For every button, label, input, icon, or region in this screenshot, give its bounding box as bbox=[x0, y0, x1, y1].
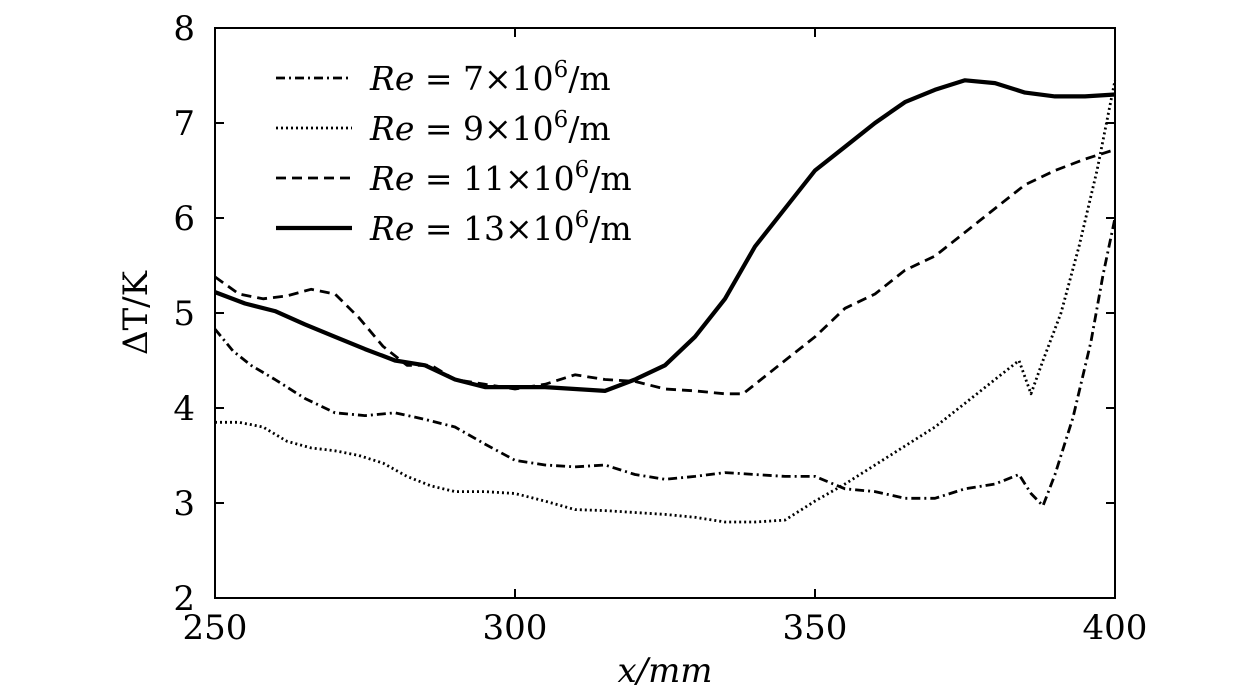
y-tick-label: 8 bbox=[173, 9, 195, 49]
series-line-1 bbox=[213, 217, 1117, 508]
legend-label-1: Re = 7×106/m bbox=[369, 57, 611, 98]
y-tick-label: 5 bbox=[173, 294, 195, 334]
series-line-2 bbox=[215, 80, 1117, 524]
y-axis-label: ΔT/K bbox=[116, 270, 156, 355]
legend-label-2: Re = 9×106/m bbox=[369, 107, 611, 148]
legend-label-3: Re = 11×106/m bbox=[369, 157, 632, 198]
x-tick-label: 400 bbox=[1083, 608, 1148, 648]
series-line-3 bbox=[214, 148, 1116, 396]
legend-label-4: Re = 13×106/m bbox=[369, 207, 632, 248]
y-tick-label: 4 bbox=[173, 389, 195, 429]
y-tick-label: 6 bbox=[173, 199, 195, 239]
series-layer bbox=[213, 78, 1117, 524]
x-axis-label-text: x/mm bbox=[617, 651, 712, 691]
x-tick-label: 250 bbox=[183, 608, 248, 648]
series-line-4 bbox=[214, 78, 1116, 393]
y-axis-label-text: ΔT/K bbox=[116, 270, 156, 355]
y-tick-label: 3 bbox=[173, 484, 195, 524]
y-tick-label: 7 bbox=[173, 104, 195, 144]
ticks-layer: 250 300 350 400 2 3 4 5 6 7 8 bbox=[173, 9, 1147, 648]
legend: Re = 7×106/m Re = 9×106/m Re = 11×106/m Re … bbox=[276, 57, 632, 248]
x-axis-label: x/mm bbox=[617, 651, 712, 691]
x-tick-label: 350 bbox=[783, 608, 848, 648]
x-tick-label: 300 bbox=[483, 608, 548, 648]
y-tick-label: 2 bbox=[173, 579, 195, 619]
